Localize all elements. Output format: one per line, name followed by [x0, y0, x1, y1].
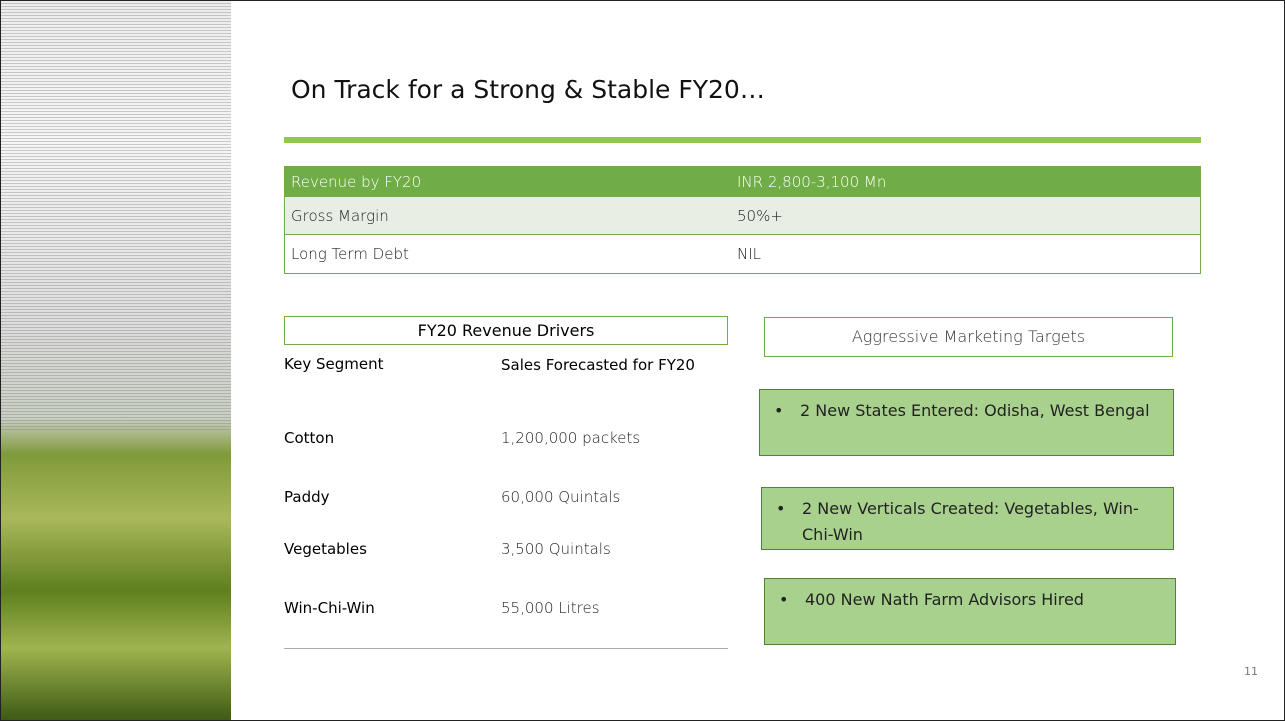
cell: Win-Chi-Win — [284, 599, 375, 617]
header-cell: Sales Forecasted for FY20 — [501, 356, 695, 374]
slide-title: On Track for a Strong & Stable FY20… — [291, 75, 765, 104]
cell: 3,500 Quintals — [501, 540, 611, 558]
summary-row: Long Term Debt NIL — [284, 235, 1201, 274]
cell: Long Term Debt — [291, 245, 409, 263]
cell: Gross Margin — [291, 206, 389, 225]
cell: Revenue by FY20 — [291, 172, 422, 191]
cell: 55,000 Litres — [501, 599, 600, 617]
title-rule — [284, 137, 1201, 143]
cell: NIL — [737, 245, 762, 263]
targets-title: Aggressive Marketing Targets — [764, 317, 1173, 357]
cell: Cotton — [284, 429, 335, 447]
page-number: 11 — [1244, 665, 1258, 678]
cell: Vegetables — [284, 540, 367, 558]
table-rule — [284, 648, 728, 649]
header-cell: Key Segment — [284, 355, 384, 373]
cell: INR 2,800-3,100 Mn — [737, 172, 887, 191]
target-box: 2 New States Entered: Odisha, West Benga… — [759, 389, 1174, 456]
target-box: 400 New Nath Farm Advisors Hired — [764, 578, 1176, 645]
summary-row: Revenue by FY20 INR 2,800-3,100 Mn — [284, 166, 1201, 197]
summary-row: Gross Margin 50%+ — [284, 197, 1201, 235]
target-box: 2 New Verticals Created: Vegetables, Win… — [761, 487, 1174, 550]
side-image — [1, 1, 231, 720]
cell: 60,000 Quintals — [501, 488, 621, 506]
drivers-title: FY20 Revenue Drivers — [284, 316, 728, 345]
cell: 1,200,000 packets — [501, 429, 641, 447]
cell: 50%+ — [737, 206, 783, 225]
cell: Paddy — [284, 488, 330, 506]
